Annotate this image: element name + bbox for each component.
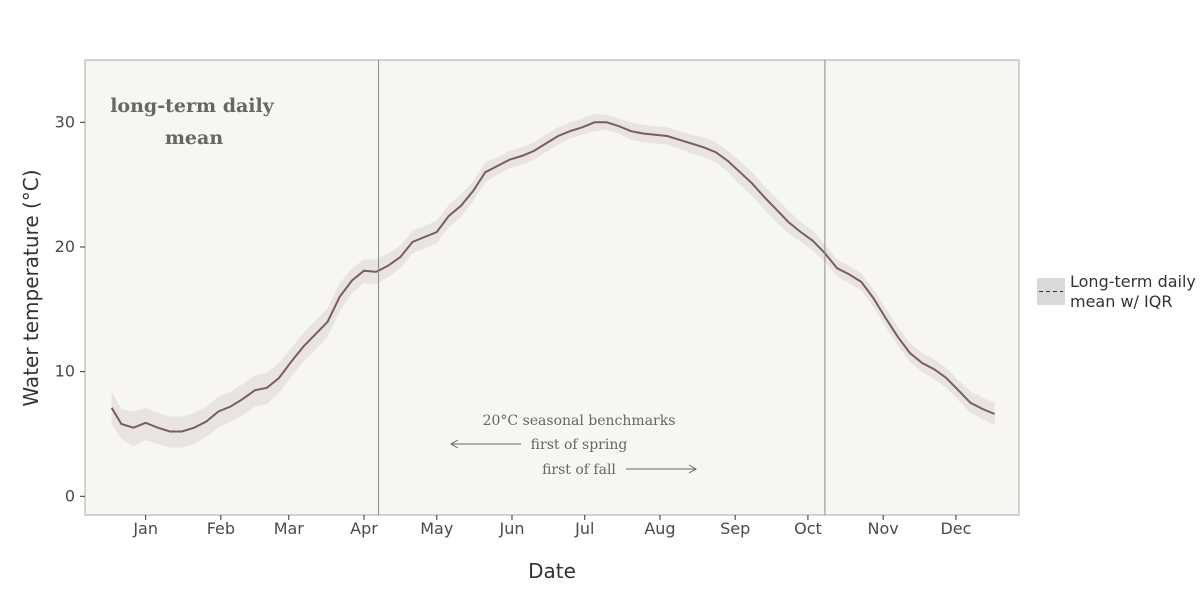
x-tick-label: Nov [868, 519, 899, 538]
y-tick-label: 10 [55, 362, 75, 381]
legend: Long-term daily mean w/ IQR [1037, 272, 1196, 311]
x-tick-label: Oct [794, 519, 822, 538]
y-tick-label: 0 [65, 486, 75, 505]
legend-label-line-1: Long-term daily [1070, 272, 1196, 291]
x-tick-label: Jan [132, 519, 158, 538]
x-axis-title: Date [528, 559, 576, 583]
x-tick-label: Jul [574, 519, 594, 538]
benchmark-heading: 20°C seasonal benchmarks [483, 413, 676, 429]
panel-title-line-1: long-term daily [110, 95, 275, 117]
spring-arrow-head [449, 439, 459, 449]
x-tick-label: Dec [940, 519, 971, 538]
x-tick-label: May [420, 519, 453, 538]
legend-label-line-2: mean w/ IQR [1070, 292, 1172, 311]
iqr-band [111, 113, 995, 448]
y-tick-label: 20 [55, 237, 75, 256]
mean-line [110, 121, 996, 433]
fall-arrow-head [688, 464, 698, 474]
y-axis-title: Water temperature (°C) [19, 169, 43, 406]
x-tick-label: Feb [207, 519, 235, 538]
x-tick-label: Aug [644, 519, 675, 538]
x-tick-label: Mar [274, 519, 305, 538]
x-tick-label: Sep [720, 519, 750, 538]
panel-title-line-2: mean [165, 127, 224, 149]
y-tick-label: 30 [55, 112, 75, 131]
x-tick-label: Apr [350, 519, 378, 538]
spring-label: first of spring [531, 437, 628, 453]
fall-label: first of fall [542, 462, 616, 478]
x-tick-label: Jun [498, 519, 524, 538]
